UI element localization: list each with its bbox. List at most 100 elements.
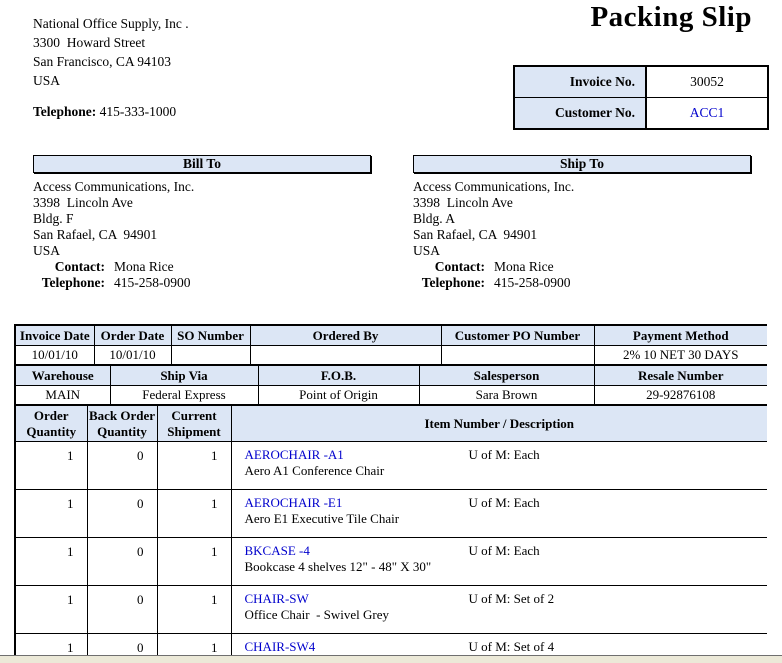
company-country: USA <box>33 73 61 88</box>
customer-po-value <box>440 345 595 366</box>
item-number-link[interactable]: AEROCHAIR -E1 <box>244 495 343 510</box>
company-telephone-label: Telephone: <box>33 104 97 119</box>
payment-method-header: Payment Method <box>593 324 767 346</box>
page-title: Packing Slip <box>590 1 752 33</box>
ship-to-street: 3398 Lincoln Ave <box>413 195 513 210</box>
item-row: 1 0 1 BKCASE -4 Bookcase 4 shelves 12" -… <box>14 537 767 586</box>
ship-to-contact-label: Contact: <box>434 259 485 274</box>
customer-number-row: Customer No. ACC1 <box>513 97 769 130</box>
item-row: 1 0 1 CHAIR-SW Office Chair - Swivel Gre… <box>14 585 767 634</box>
ship-to-header: Ship To <box>413 155 751 173</box>
items-header-row: Order Quantity Back Order Quantity Curre… <box>14 404 767 442</box>
item-current-shipment: 1 <box>156 585 232 634</box>
payment-method-value: 2% 10 NET 30 DAYS <box>593 345 767 366</box>
item-description-header: Item Number / Description <box>230 404 767 442</box>
item-description-cell: CHAIR-SW4 Office Chair - Swivel Grey 4 U… <box>230 633 767 655</box>
order-details: Invoice Date Order Date SO Number Ordere… <box>14 324 767 655</box>
window-bottom-strip <box>0 655 782 663</box>
bill-to-telephone-value: 415-258-0900 <box>114 275 191 290</box>
bill-to-telephone-label: Telephone: <box>41 275 105 290</box>
item-number-link[interactable]: BKCASE -4 <box>244 543 310 558</box>
ship-to-contact-value: Mona Rice <box>494 259 554 274</box>
company-city: San Francisco, CA 94103 <box>33 54 171 69</box>
bill-to-contact-value: Mona Rice <box>114 259 174 274</box>
item-row: 1 0 1 AEROCHAIR -A1 Aero A1 Conference C… <box>14 441 767 490</box>
item-current-shipment: 1 <box>156 633 232 655</box>
ship-to-telephone-value: 415-258-0900 <box>494 275 571 290</box>
bill-to-country: USA <box>33 243 61 258</box>
ship-to-building: Bldg. A <box>413 211 456 226</box>
ship-to-contact-line: Contact: Mona Rice <box>413 259 751 275</box>
warehouse-value: MAIN <box>14 385 111 406</box>
item-back-order-qty: 0 <box>86 489 158 538</box>
bill-to-city: San Rafael, CA 94901 <box>33 227 158 242</box>
item-number-link[interactable]: CHAIR-SW <box>244 591 309 606</box>
back-order-quantity-header: Back Order Quantity <box>86 404 158 442</box>
item-number-link[interactable]: CHAIR-SW4 <box>244 639 316 654</box>
item-description-cell: BKCASE -4 Bookcase 4 shelves 12" - 48" X… <box>230 537 767 586</box>
warehouse-header: Warehouse <box>14 364 111 386</box>
bill-to-contact-line: Contact: Mona Rice <box>33 259 371 275</box>
item-uom: U of M: Set of 4 <box>468 639 555 654</box>
invoice-no-label: Invoice No. <box>513 65 647 98</box>
order-info-table-1: Invoice Date Order Date SO Number Ordere… <box>14 324 767 366</box>
item-order-qty: 1 <box>14 537 88 586</box>
ship-via-value: Federal Express <box>109 385 259 406</box>
bill-to-building: Bldg. F <box>33 211 74 226</box>
ordered-by-value <box>249 345 442 366</box>
item-current-shipment: 1 <box>156 441 232 490</box>
company-info: National Office Supply, Inc . 3300 Howar… <box>33 14 189 121</box>
company-telephone-line: Telephone: 415-333-1000 <box>33 102 189 121</box>
item-order-qty: 1 <box>14 489 88 538</box>
customer-no-link[interactable]: ACC1 <box>645 97 769 130</box>
so-number-value <box>170 345 251 366</box>
item-row: 1 0 1 AEROCHAIR -E1 Aero E1 Executive Ti… <box>14 489 767 538</box>
salesperson-header: Salesperson <box>418 364 595 386</box>
item-description-cell: AEROCHAIR -A1 Aero A1 Conference Chair U… <box>230 441 767 490</box>
item-description-cell: AEROCHAIR -E1 Aero E1 Executive Tile Cha… <box>230 489 767 538</box>
bill-to-telephone-line: Telephone: 415-258-0900 <box>33 275 371 291</box>
item-uom: U of M: Each <box>468 447 540 462</box>
invoice-date-header: Invoice Date <box>14 324 95 346</box>
order-date-value: 10/01/10 <box>93 345 172 366</box>
ship-to-telephone-label: Telephone: <box>421 275 485 290</box>
ship-to-city: San Rafael, CA 94901 <box>413 227 538 242</box>
item-number-link[interactable]: AEROCHAIR -A1 <box>244 447 344 462</box>
item-description-cell: CHAIR-SW Office Chair - Swivel Grey U of… <box>230 585 767 634</box>
ship-via-header: Ship Via <box>109 364 259 386</box>
so-number-header: SO Number <box>170 324 251 346</box>
item-description-text: Aero A1 Conference Chair <box>244 463 385 478</box>
item-back-order-qty: 0 <box>86 585 158 634</box>
salesperson-value: Sara Brown <box>418 385 595 406</box>
item-uom: U of M: Set of 2 <box>468 591 555 606</box>
resale-number-value: 29-92876108 <box>593 385 767 406</box>
resale-number-header: Resale Number <box>593 364 767 386</box>
item-order-qty: 1 <box>14 585 88 634</box>
item-uom: U of M: Each <box>468 543 540 558</box>
ship-to-country: USA <box>413 243 441 258</box>
item-current-shipment: 1 <box>156 489 232 538</box>
invoice-no-value: 30052 <box>645 65 769 98</box>
item-current-shipment: 1 <box>156 537 232 586</box>
item-row: 1 0 1 CHAIR-SW4 Office Chair - Swivel Gr… <box>14 633 767 655</box>
customer-po-header: Customer PO Number <box>440 324 595 346</box>
ordered-by-header: Ordered By <box>249 324 442 346</box>
company-name: National Office Supply, Inc . <box>33 16 189 31</box>
item-back-order-qty: 0 <box>86 537 158 586</box>
fob-value: Point of Origin <box>257 385 420 406</box>
customer-no-label: Customer No. <box>513 97 647 130</box>
order-info-table-2: Warehouse Ship Via F.O.B. Salesperson Re… <box>14 364 767 406</box>
order-date-header: Order Date <box>93 324 172 346</box>
ship-to-section: Ship To Access Communications, Inc. 3398… <box>413 155 751 291</box>
order-info-header-row-2: Warehouse Ship Via F.O.B. Salesperson Re… <box>14 364 767 386</box>
order-quantity-header: Order Quantity <box>14 404 88 442</box>
ship-to-telephone-line: Telephone: 415-258-0900 <box>413 275 751 291</box>
bill-to-name: Access Communications, Inc. <box>33 179 195 194</box>
order-info-value-row-2: MAIN Federal Express Point of Origin Sar… <box>14 385 767 406</box>
bill-to-section: Bill To Access Communications, Inc. 3398… <box>33 155 371 291</box>
ship-to-name: Access Communications, Inc. <box>413 179 575 194</box>
item-description-text: Aero E1 Executive Tile Chair <box>244 511 400 526</box>
invoice-date-value: 10/01/10 <box>14 345 95 366</box>
fob-header: F.O.B. <box>257 364 420 386</box>
company-telephone-value: 415-333-1000 <box>99 104 177 119</box>
